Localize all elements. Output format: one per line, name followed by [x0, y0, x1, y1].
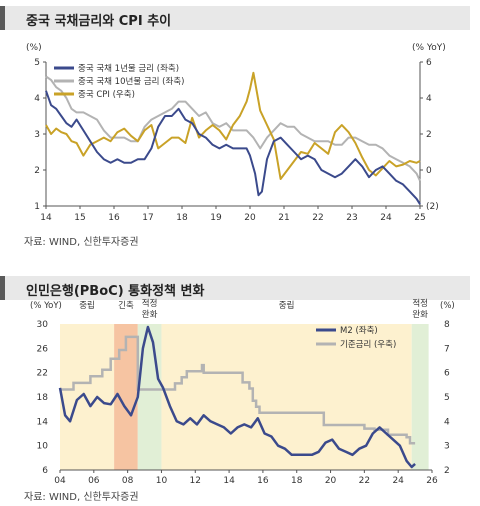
y-left-tick-label: 26	[37, 344, 49, 354]
y-left-tick-label: 22	[37, 369, 48, 379]
y-left-tick-label: 4	[34, 94, 40, 104]
y-right-tick-label: 4	[444, 417, 450, 427]
left-axis-unit: (% YoY)	[30, 301, 62, 311]
regime-band	[161, 324, 412, 470]
chart2-title: 인민은행(PBoC) 통화정책 변화	[26, 284, 205, 299]
x-tick-label: 20	[325, 476, 337, 486]
x-tick-label: 15	[74, 213, 85, 223]
x-tick-label: 08	[122, 476, 134, 486]
y-left-tick-label: 30	[37, 320, 49, 330]
y-right-tick-label: (2)	[426, 202, 439, 212]
chart2-source: 자료: WIND, 신한투자증권	[24, 492, 139, 503]
legend-label: 기준금리 (우축)	[340, 340, 396, 350]
right-axis-unit: (% YoY)	[412, 43, 446, 53]
y-left-tick-label: 5	[34, 58, 40, 68]
regime-label: 적정	[142, 298, 158, 309]
regime-label: 완화	[142, 310, 158, 320]
x-tick-label: 19	[210, 213, 222, 223]
regime-band	[137, 324, 162, 470]
x-tick-label: 24	[380, 213, 392, 223]
y-right-tick-label: 0	[426, 166, 432, 176]
legend-label: M2 (좌축)	[340, 326, 378, 336]
regime-band	[60, 324, 115, 470]
x-tick-label: 16	[108, 213, 120, 223]
left-axis-unit: (%)	[26, 43, 42, 53]
series-cpi-line	[45, 71, 421, 180]
regime-label: 긴축	[118, 300, 134, 311]
x-tick-label: 21	[278, 213, 289, 223]
x-tick-label: 20	[244, 213, 256, 223]
legend-label: 중국 국채 1년물 금리 (좌축)	[78, 63, 179, 74]
y-left-tick-label: 14	[37, 417, 49, 427]
chart2-title-bar: 인민은행(PBoC) 통화정책 변화	[0, 276, 470, 300]
x-tick-label: 26	[426, 476, 438, 486]
y-right-tick-label: 6	[426, 58, 432, 68]
x-tick-label: 22	[312, 213, 323, 223]
x-tick-label: 22	[359, 476, 370, 486]
x-tick-label: 10	[156, 476, 168, 486]
legend-label: 중국 국채 10년물 금리 (좌축)	[78, 76, 184, 87]
x-tick-label: 18	[176, 213, 188, 223]
right-axis-unit: (%)	[440, 301, 455, 311]
x-tick-label: 18	[291, 476, 303, 486]
x-tick-label: 06	[88, 476, 100, 486]
x-tick-label: 17	[142, 213, 153, 223]
x-tick-label: 23	[346, 213, 357, 223]
x-tick-label: 14	[40, 213, 52, 223]
x-tick-label: 14	[223, 476, 235, 486]
y-left-tick-label: 6	[42, 466, 48, 476]
y-left-tick-label: 2	[34, 166, 40, 176]
y-right-tick-label: 4	[426, 94, 432, 104]
y-right-tick-label: 5	[444, 393, 450, 403]
y-right-tick-label: 7	[444, 344, 450, 354]
regime-label: 완화	[412, 310, 428, 320]
y-right-tick-label: 8	[444, 320, 450, 330]
regime-band	[114, 324, 138, 470]
series-10y-line	[45, 75, 421, 182]
x-tick-label: 16	[257, 476, 269, 486]
chart1-title: 중국 국채금리와 CPI 추이	[26, 14, 172, 29]
title-marker	[0, 6, 5, 30]
y-right-tick-label: 6	[444, 369, 450, 379]
title-marker	[0, 276, 5, 300]
y-left-tick-label: 10	[37, 442, 49, 452]
y-left-tick-label: 1	[34, 202, 40, 212]
x-tick-label: 04	[54, 476, 66, 486]
regime-band	[411, 324, 429, 470]
x-tick-label: 25	[414, 213, 425, 223]
chart1-title-bar: 중국 국채금리와 CPI 추이	[0, 6, 470, 30]
chart1-source: 자료: WIND, 신한투자증권	[24, 237, 139, 248]
legend-label: 중국 CPI (우축)	[78, 90, 135, 100]
y-left-tick-label: 18	[37, 393, 49, 403]
series-m2-line	[58, 325, 416, 469]
y-left-tick-label: 3	[34, 130, 40, 140]
series-1y-line	[45, 90, 421, 205]
series-policy-rate-line	[60, 335, 416, 445]
y-right-tick-label: 2	[444, 466, 450, 476]
regime-label: 중립	[279, 301, 295, 311]
regime-label: 중립	[79, 301, 95, 311]
y-right-tick-label: 2	[426, 130, 432, 140]
regime-label: 적정	[412, 298, 428, 309]
y-right-tick-label: 3	[444, 442, 450, 452]
x-tick-label: 12	[190, 476, 201, 486]
x-tick-label: 24	[392, 476, 404, 486]
